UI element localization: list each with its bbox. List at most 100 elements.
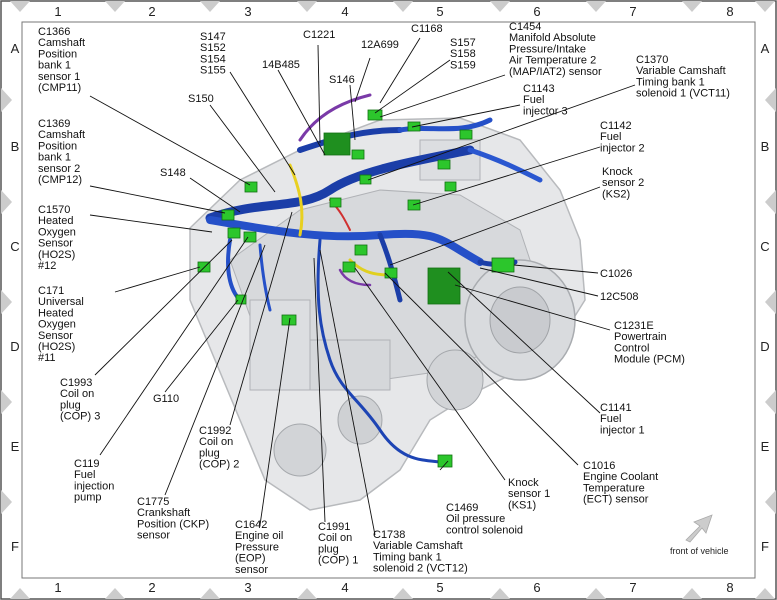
- callout-line: injector 2: [600, 142, 645, 154]
- border-mark: [1, 490, 12, 514]
- callout-line: solenoid 2 (VCT12): [373, 563, 468, 575]
- callout-line: Manifold Absolute: [509, 32, 596, 44]
- grid-row-label: B: [11, 139, 20, 154]
- callout-line: Engine oil: [235, 530, 283, 542]
- callout-line: bank 1: [38, 60, 71, 72]
- callout-line: Variable Camshaft: [636, 65, 726, 77]
- callout-line: C1016: [583, 460, 615, 472]
- border-mark: [1, 290, 12, 314]
- connectors: [197, 109, 515, 468]
- grid-row-label: C: [10, 239, 19, 254]
- front-of-vehicle-note: front of vehicle: [670, 546, 729, 556]
- callout-line: Powertrain: [614, 331, 667, 343]
- border-mark: [297, 1, 317, 12]
- grid-column-label: 3: [244, 580, 251, 595]
- callout-label-s147: S147 S152 S154 S155: [200, 31, 226, 77]
- callout-label-c1642: C1642 Engine oil Pressure (EOP) sensor: [235, 519, 283, 576]
- label-layer: C1366 Camshaft Position bank 1 sensor 1 (CMP1…: [38, 21, 730, 576]
- callout-label-c119: C119 Fuel injection pump: [74, 458, 114, 504]
- callout-line: Fuel: [523, 94, 544, 106]
- callout-line: sensor 2: [38, 163, 80, 175]
- grid-row-label: D: [10, 339, 19, 354]
- callout-line: Sensor: [38, 238, 73, 250]
- callout-label-c1016: C1016 Engine Coolant Temperature (ECT) sens…: [583, 460, 658, 506]
- callout-line: S159: [450, 59, 476, 71]
- callout-line: Heated: [38, 307, 73, 319]
- callout-line: Variable Camshaft: [373, 540, 463, 552]
- border-mark: [765, 490, 776, 514]
- border-mark: [1, 190, 12, 214]
- callout-line: pump: [74, 492, 102, 504]
- callout-line: 14B485: [262, 59, 300, 71]
- callout-line: Oxygen: [38, 319, 76, 331]
- callout-line: (MAP/IAT2) sensor: [509, 66, 602, 78]
- callout-line: Sensor: [38, 330, 73, 342]
- callout-line: Coil on: [60, 388, 94, 400]
- callout-label-c1142: C1142 Fuel injector 2: [600, 120, 645, 154]
- callout-line: (COP) 1: [318, 555, 358, 567]
- border-mark: [297, 588, 317, 599]
- border-mark: [586, 1, 606, 12]
- grid-column-label: 5: [436, 580, 443, 595]
- grid-column-label: 3: [244, 4, 251, 19]
- border-mark: [1, 390, 12, 414]
- border-mark: [490, 1, 510, 12]
- callout-line: Oil pressure: [446, 513, 505, 525]
- callout-line: sensor 1: [38, 71, 80, 83]
- grid-column-label: 7: [629, 580, 636, 595]
- callout-label-c1369: C1369 Camshaft Position bank 1 sensor 2 (CMP1…: [38, 118, 85, 186]
- callout-line: #11: [38, 352, 56, 364]
- callout-line: C1142: [600, 120, 632, 132]
- grid-row-label: A: [11, 41, 20, 56]
- callout-line: C1992: [199, 425, 231, 437]
- callout-label-c171: C171 Universal Heated Oxygen Sensor (HO2S) #11: [38, 285, 84, 364]
- callout-label-ks2: Knock sensor 2 (KS2): [602, 166, 644, 200]
- callout-line: (KS1): [508, 499, 536, 511]
- border-mark: [10, 1, 30, 12]
- callout-line: (EOP): [235, 553, 266, 565]
- callout-line: Position: [38, 140, 77, 152]
- callout-line: S155: [200, 65, 226, 77]
- callout-label-c1231e: C1231E Powertrain Control Module (PCM): [614, 320, 685, 366]
- callout-line: C1370: [636, 54, 668, 66]
- border-mark: [105, 1, 125, 12]
- callout-line: Fuel: [600, 413, 621, 425]
- grid-row-label: E: [761, 439, 770, 454]
- callout-line: Fuel: [600, 131, 621, 143]
- callout-line: plug: [60, 399, 81, 411]
- grid-column-label: 6: [533, 580, 540, 595]
- callout-line: S152: [200, 42, 226, 54]
- callout-line: C1143: [523, 83, 555, 95]
- callout-label-c1026: C1026: [600, 268, 632, 280]
- callout-line: Position (CKP): [137, 518, 209, 530]
- callout-label-c1991: C1991 Coil on plug (COP) 1: [318, 521, 358, 567]
- callout-line: 12A699: [361, 39, 399, 51]
- grid-column-label: 2: [148, 580, 155, 595]
- grid-column-label: 1: [54, 4, 61, 19]
- grid-column-label: 4: [341, 580, 348, 595]
- front-of-vehicle-arrow-icon: [685, 514, 713, 543]
- callout-label-c1168: C1168: [411, 23, 443, 35]
- callout-line: Knock: [602, 166, 633, 178]
- border-mark: [393, 588, 413, 599]
- callout-line: C1168: [411, 23, 443, 35]
- callout-label-c1993: C1993 Coil on plug (COP) 3: [60, 377, 100, 423]
- border-mark: [1, 88, 12, 112]
- callout-label-c1738: C1738 Variable Camshaft Timing bank 1 solen…: [373, 529, 468, 575]
- callout-label-s157: S157 S158 S159: [450, 37, 476, 71]
- callout-line: C1231E: [614, 320, 654, 332]
- callout-line: sensor 1: [508, 488, 550, 500]
- callout-line: Crankshaft: [137, 507, 190, 519]
- callout-line: Oxygen: [38, 226, 76, 238]
- callout-line: Camshaft: [38, 129, 85, 141]
- callout-label-g110: G110: [153, 393, 179, 405]
- callout-label-c1366: C1366 Camshaft Position bank 1 sensor 1 (CMP1…: [38, 26, 85, 94]
- callout-line: C1221: [303, 29, 335, 41]
- callout-label-c1221: C1221: [303, 29, 335, 41]
- callout-line: C1738: [373, 529, 405, 541]
- callout-label-12c508: 12C508: [600, 291, 639, 303]
- callout-label-ks1: Knock sensor 1 (KS1): [508, 477, 550, 511]
